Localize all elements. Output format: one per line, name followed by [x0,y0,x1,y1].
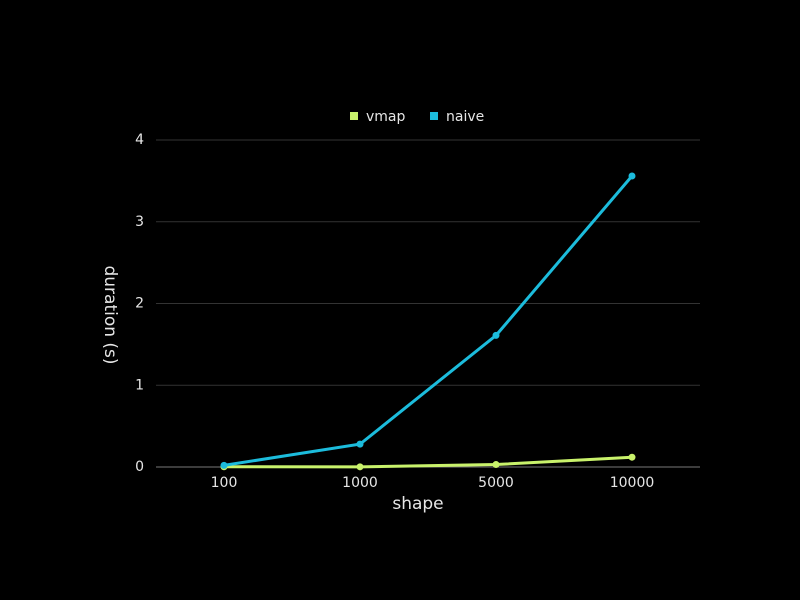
legend-label: vmap [366,109,406,125]
x-tick-label: 10000 [610,475,655,491]
y-tick-label: 3 [135,214,144,230]
data-point [492,331,500,339]
y-tick-label: 2 [135,296,144,312]
data-point [492,461,500,469]
x-axis-title: shape [392,494,443,514]
y-tick-label: 0 [135,459,144,475]
y-tick-label: 4 [135,132,144,148]
data-point [356,463,364,471]
data-point [220,461,228,469]
data-point [628,172,636,180]
legend-swatch [350,112,358,120]
data-point [356,440,364,448]
data-point [628,453,636,461]
y-axis-title: duration (s) [100,265,120,364]
y-tick-label: 1 [135,377,144,393]
x-tick-label: 1000 [342,475,378,491]
x-tick-label: 5000 [478,475,514,491]
legend-label: naive [446,109,484,125]
series-line [223,455,633,469]
series-line [223,174,634,467]
legend-swatch [430,112,438,120]
x-tick-label: 100 [211,475,238,491]
